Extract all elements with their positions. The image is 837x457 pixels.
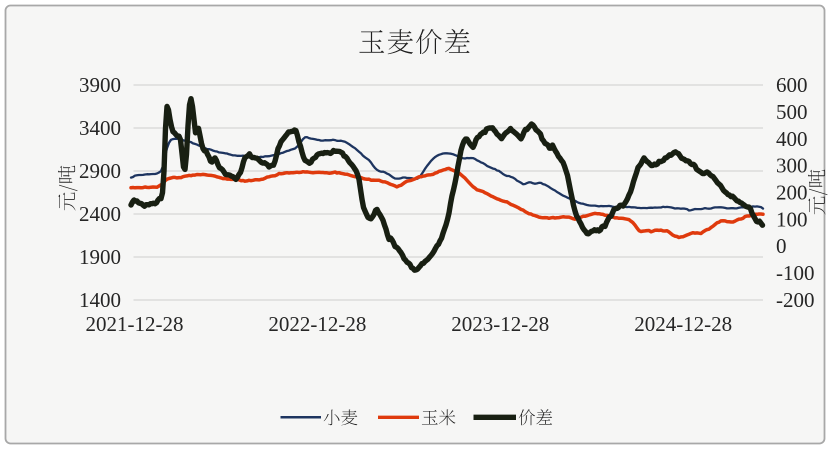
svg-text:-100: -100 [776,261,815,285]
svg-text:600: 600 [776,73,808,97]
svg-text:100: 100 [776,207,808,231]
svg-text:0: 0 [776,234,787,258]
svg-text:300: 300 [776,154,808,178]
svg-text:2400: 2400 [79,202,121,226]
svg-text:2021-12-28: 2021-12-28 [86,312,184,336]
svg-text:1900: 1900 [79,245,121,269]
svg-text:-200: -200 [776,288,815,312]
svg-text:400: 400 [776,127,808,151]
svg-text:2024-12-28: 2024-12-28 [634,312,732,336]
svg-text:2900: 2900 [79,159,121,183]
svg-text:3400: 3400 [79,116,121,140]
svg-text:500: 500 [776,100,808,124]
svg-text:200: 200 [776,181,808,205]
svg-text:2023-12-28: 2023-12-28 [451,312,549,336]
svg-text:1400: 1400 [79,288,121,312]
svg-text:3900: 3900 [79,73,121,97]
svg-text:2022-12-28: 2022-12-28 [268,312,366,336]
